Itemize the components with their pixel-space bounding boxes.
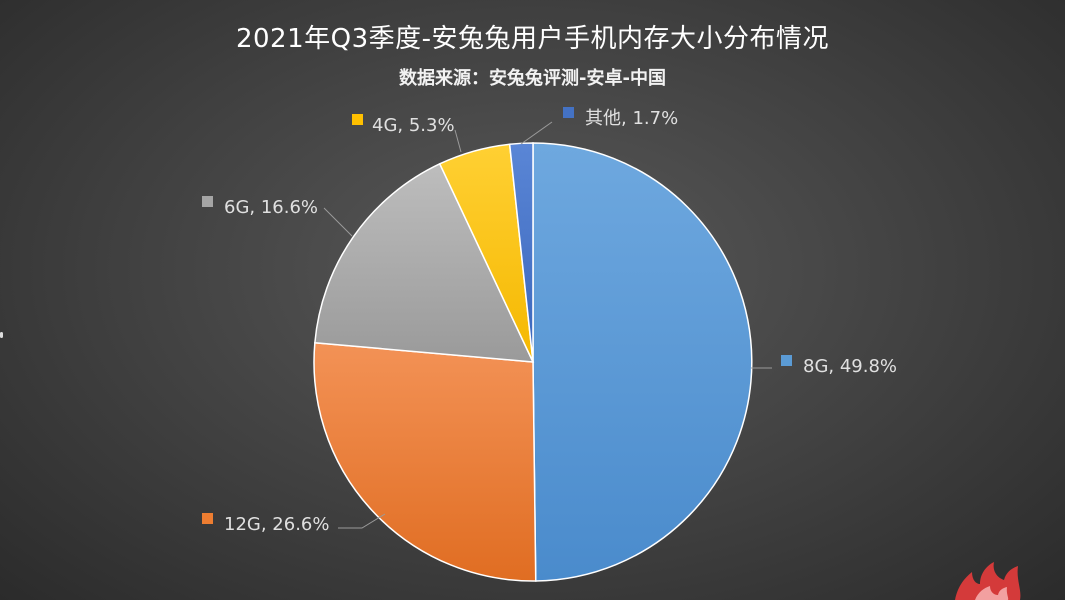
data-label-12G: 12G, 26.6% — [224, 514, 329, 535]
data-label-其他: 其他, 1.7% — [585, 108, 678, 129]
pie-slice-8G — [532, 142, 753, 582]
flame-logo-icon — [955, 562, 1021, 600]
leader-line-6G — [323, 207, 353, 237]
leader-line-4G — [454, 129, 462, 153]
label-key-12G — [202, 513, 213, 524]
label-key-4G — [352, 114, 363, 125]
leader-line-其他 — [520, 121, 553, 145]
chart-subtitle: 数据来源：安兔兔评测-安卓-中国 — [399, 68, 666, 89]
pie-slice-6G — [314, 162, 535, 363]
data-label-6G: 6G, 16.6% — [224, 197, 318, 218]
pie-slice-12G — [313, 341, 537, 582]
edge-marker — [0, 332, 3, 338]
label-key-8G — [781, 355, 792, 366]
data-label-4G: 4G, 5.3% — [372, 115, 455, 136]
data-label-8G: 8G, 49.8% — [803, 356, 897, 377]
leader-line-12G — [338, 513, 386, 529]
chart-title: 2021年Q3季度-安兔兔用户手机内存大小分布情况 — [235, 24, 830, 54]
label-key-其他 — [563, 107, 574, 118]
label-key-6G — [202, 196, 213, 207]
